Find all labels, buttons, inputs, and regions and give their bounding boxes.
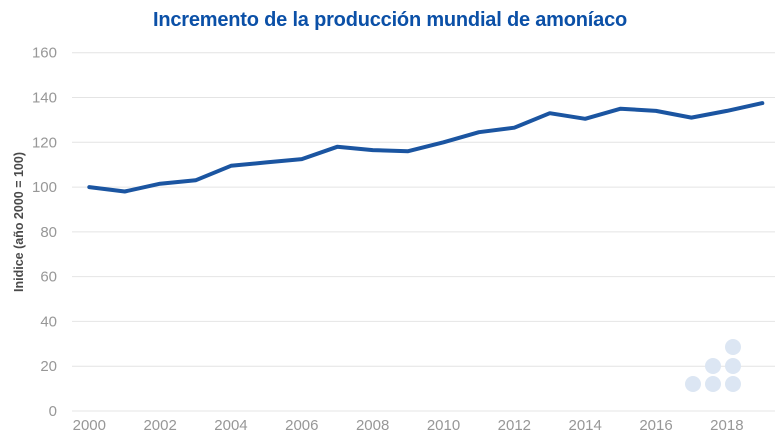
x-tick-label: 2018 (710, 417, 743, 434)
y-tick-label: 0 (49, 403, 57, 420)
x-tick-label: 2004 (214, 417, 247, 434)
x-tick-label: 2012 (498, 417, 531, 434)
y-tick-label: 40 (40, 313, 57, 330)
watermark-dot (725, 358, 741, 374)
y-tick-labels: 0 20 40 60 80 100 120 140 160 (32, 45, 57, 420)
watermark-dot (685, 376, 701, 392)
y-tick-label: 80 (40, 224, 57, 241)
watermark-dot (725, 376, 741, 392)
x-tick-label: 2000 (73, 417, 106, 434)
x-tick-label: 2010 (427, 417, 460, 434)
dots-watermark-logo (685, 339, 741, 392)
x-tick-label: 2014 (568, 417, 601, 434)
x-tick-labels: 2000 2002 2004 2006 2008 2010 2012 2014 2016 2018 (73, 417, 744, 434)
x-tick-label: 2006 (285, 417, 318, 434)
watermark-dot (705, 376, 721, 392)
y-tick-label: 60 (40, 269, 57, 286)
y-tick-label: 140 (32, 89, 57, 106)
chart-title: Incremento de la producción mundial de a… (152, 9, 628, 31)
watermark-dot (705, 358, 721, 374)
y-tick-label: 120 (32, 134, 57, 151)
watermark-dot (725, 339, 741, 355)
x-tick-label: 2016 (639, 417, 672, 434)
y-tick-label: 20 (40, 358, 57, 375)
gridlines (72, 52, 775, 412)
data-series (87, 101, 765, 194)
series-line (87, 101, 765, 194)
y-tick-label: 100 (32, 179, 57, 196)
x-tick-label: 2008 (356, 417, 389, 434)
y-tick-label: 160 (32, 45, 57, 62)
x-tick-label: 2002 (143, 417, 176, 434)
